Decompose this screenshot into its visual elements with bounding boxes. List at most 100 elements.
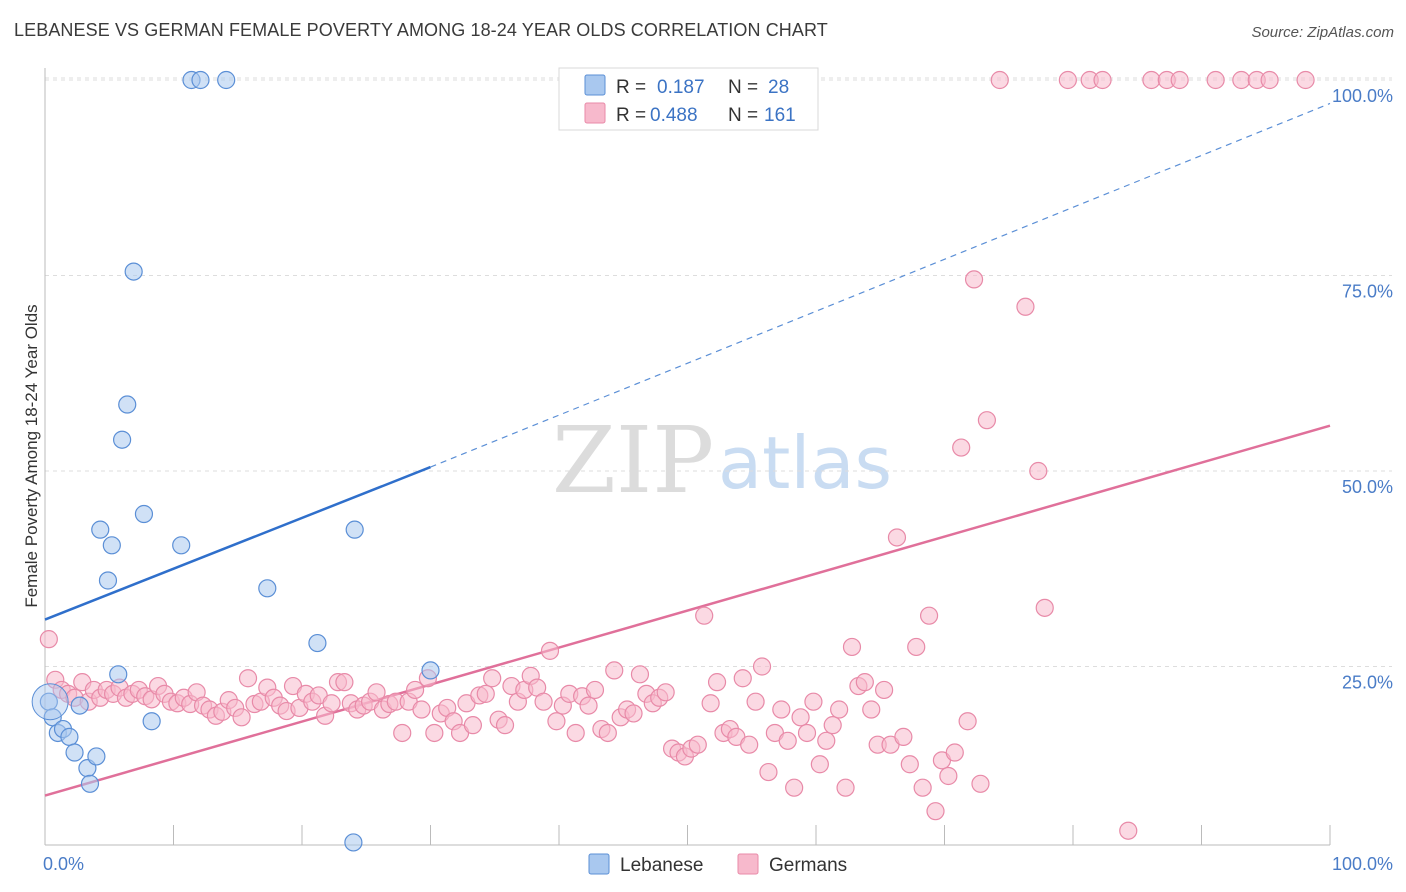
germans-point: [746, 692, 765, 711]
germans-point: [579, 696, 598, 715]
germans-point: [1232, 70, 1251, 90]
legend-label-lebanese: Lebanese: [620, 855, 703, 876]
germans-point: [495, 716, 515, 735]
series-legend: Lebanese Germans: [588, 853, 847, 876]
lebanese-point: [345, 520, 364, 539]
germans-point: [752, 657, 772, 676]
germans-point: [425, 723, 444, 743]
legend-swatch-lebanese: [588, 853, 610, 875]
trend-lines: [44, 102, 1331, 797]
legend-n-label: N =: [728, 105, 758, 126]
germans-point: [842, 637, 862, 657]
legend-n-label: N =: [728, 77, 758, 98]
lebanese-point: [142, 712, 161, 731]
correlation-legend: R = 0.187 N = 28 R = 0.488 N = 161: [558, 67, 819, 131]
germans-point: [945, 743, 964, 762]
germans-point: [695, 606, 714, 625]
lebanese-trend-line: [44, 465, 431, 621]
x-tick-label: 0.0%: [43, 854, 84, 874]
germans-point: [1260, 70, 1279, 90]
lebanese-point: [98, 571, 118, 590]
germans-point: [1016, 297, 1035, 316]
germans-point: [964, 270, 984, 289]
germans-point: [624, 704, 643, 723]
lebanese-point: [109, 665, 128, 684]
germans-point: [772, 700, 791, 719]
germans-point: [862, 700, 881, 719]
germans-point: [322, 694, 341, 713]
germans-point: [887, 528, 907, 547]
lebanese-point: [112, 430, 132, 449]
watermark-atlas: atlas: [718, 421, 892, 505]
y-tick-label: 25.0%: [1342, 673, 1393, 693]
germans-point: [412, 700, 431, 719]
lebanese-point: [80, 774, 100, 793]
gridlines: [45, 77, 1392, 667]
germans-point: [688, 735, 707, 754]
germans-point: [39, 630, 58, 649]
y-tick-label: 100.0%: [1332, 86, 1393, 106]
legend-swatch-lebanese: [584, 74, 606, 96]
germans-point: [894, 727, 913, 746]
germans-point: [598, 723, 617, 743]
y-axis-label: Female Poverty Among 18-24 Year Olds: [22, 304, 41, 607]
legend-r-value: 0.488: [650, 105, 698, 126]
germans-point: [817, 731, 836, 750]
germans-point: [1170, 70, 1189, 90]
germans-point: [1093, 70, 1112, 90]
legend-swatch-germans: [737, 853, 759, 875]
germans-point: [990, 70, 1009, 90]
germans-point: [740, 735, 759, 754]
legend-n-value: 161: [764, 105, 796, 126]
lebanese-point: [87, 747, 106, 766]
tick-labels: 25.0% 50.0% 75.0% 100.0% 0.0% 100.0%: [43, 86, 1393, 874]
germans-point: [855, 673, 874, 692]
germans-point: [540, 641, 560, 660]
lebanese-point: [258, 579, 277, 598]
x-tick-label: 100.0%: [1332, 854, 1393, 874]
legend-r-label: R =: [616, 77, 646, 98]
germans-point: [791, 708, 810, 727]
germans-point: [1142, 70, 1161, 90]
lebanese-point: [31, 683, 69, 721]
lebanese-point: [60, 727, 79, 746]
lebanese-point: [102, 536, 121, 555]
germans-point: [476, 684, 495, 703]
germans-point: [566, 723, 585, 743]
germans-point: [875, 680, 894, 700]
germans-point: [405, 680, 425, 700]
germans-point: [1206, 70, 1225, 90]
germans-point: [1029, 461, 1048, 481]
germans-point: [836, 778, 855, 797]
germans-point: [1058, 70, 1077, 90]
germans-point: [919, 606, 939, 625]
germans-point: [393, 723, 412, 743]
lebanese-point: [191, 70, 210, 90]
germans-point: [785, 778, 804, 797]
lebanese-point: [308, 633, 327, 653]
germans-point: [830, 700, 849, 719]
germans-point: [804, 692, 823, 711]
germans-point: [733, 669, 752, 688]
germans-point: [971, 774, 990, 793]
legend-r-label: R =: [616, 105, 646, 126]
data-points: [31, 70, 1315, 852]
germans-point: [952, 438, 971, 457]
germans-point: [907, 637, 926, 657]
germans-point: [1035, 598, 1054, 617]
lebanese-point: [65, 743, 84, 762]
germans-point: [1119, 821, 1138, 840]
germans-point: [335, 673, 354, 692]
germans-point: [913, 778, 932, 797]
germans-point: [483, 669, 502, 688]
germans-point: [367, 683, 386, 702]
lebanese-point: [134, 504, 154, 524]
chart-title: LEBANESE VS GERMAN FEMALE POVERTY AMONG …: [14, 20, 828, 40]
legend-r-value: 0.187: [657, 77, 705, 98]
lebanese-point: [124, 262, 143, 281]
germans-trend-line: [44, 424, 1331, 797]
germans-point: [656, 683, 675, 702]
source-label: Source: ZipAtlas.com: [1251, 24, 1394, 41]
y-tick-label: 75.0%: [1342, 282, 1393, 302]
